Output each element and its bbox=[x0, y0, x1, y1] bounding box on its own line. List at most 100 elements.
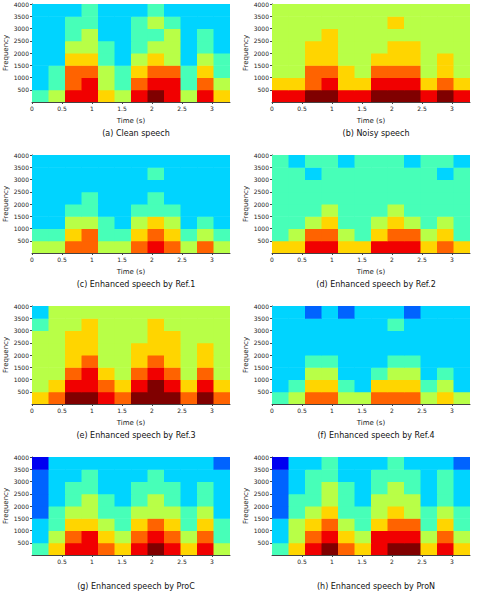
svg-text:3500: 3500 bbox=[254, 315, 269, 322]
svg-text:0.5: 0.5 bbox=[57, 407, 67, 414]
svg-text:3000: 3000 bbox=[254, 176, 269, 183]
svg-text:500: 500 bbox=[258, 86, 270, 93]
svg-text:1.5: 1.5 bbox=[357, 105, 367, 112]
svg-text:(a) Clean speech: (a) Clean speech bbox=[102, 129, 170, 138]
svg-text:0: 0 bbox=[30, 407, 34, 414]
svg-text:0: 0 bbox=[30, 256, 34, 263]
svg-text:1: 1 bbox=[330, 407, 334, 414]
svg-text:0: 0 bbox=[270, 256, 274, 263]
svg-text:1: 1 bbox=[90, 407, 94, 414]
svg-text:1: 1 bbox=[90, 256, 94, 263]
svg-text:1.5: 1.5 bbox=[117, 558, 127, 565]
svg-text:3: 3 bbox=[450, 256, 454, 263]
svg-text:4000: 4000 bbox=[14, 454, 29, 461]
svg-text:1: 1 bbox=[90, 558, 94, 565]
svg-text:Time (s): Time (s) bbox=[116, 268, 146, 276]
svg-text:2.5: 2.5 bbox=[417, 558, 427, 565]
svg-text:1500: 1500 bbox=[14, 213, 29, 220]
svg-text:2000: 2000 bbox=[14, 503, 29, 510]
svg-text:1000: 1000 bbox=[254, 527, 269, 534]
svg-text:2: 2 bbox=[150, 105, 154, 112]
svg-text:0: 0 bbox=[30, 105, 34, 112]
svg-text:Time (s): Time (s) bbox=[356, 117, 386, 125]
svg-text:Time (s): Time (s) bbox=[116, 117, 146, 125]
svg-text:3000: 3000 bbox=[14, 176, 29, 183]
svg-text:(b) Noisy speech: (b) Noisy speech bbox=[343, 129, 410, 138]
svg-text:2: 2 bbox=[150, 256, 154, 263]
svg-text:2000: 2000 bbox=[14, 201, 29, 208]
svg-text:2500: 2500 bbox=[254, 188, 269, 195]
svg-text:3000: 3000 bbox=[14, 327, 29, 334]
svg-text:1.5: 1.5 bbox=[357, 558, 367, 565]
svg-text:1.5: 1.5 bbox=[117, 407, 127, 414]
svg-text:1000: 1000 bbox=[14, 225, 29, 232]
svg-text:Frequency: Frequency bbox=[2, 186, 10, 222]
svg-text:1000: 1000 bbox=[14, 74, 29, 81]
svg-text:(e) Enhanced speech by Ref.3: (e) Enhanced speech by Ref.3 bbox=[76, 431, 195, 440]
svg-text:(d) Enhanced speech by Ref.2: (d) Enhanced speech by Ref.2 bbox=[316, 280, 435, 289]
svg-text:2.5: 2.5 bbox=[417, 407, 427, 414]
svg-text:2000: 2000 bbox=[14, 352, 29, 359]
svg-text:3: 3 bbox=[210, 558, 214, 565]
svg-text:3500: 3500 bbox=[254, 13, 269, 20]
svg-text:1: 1 bbox=[330, 256, 334, 263]
svg-text:2000: 2000 bbox=[254, 50, 269, 57]
svg-text:2: 2 bbox=[390, 105, 394, 112]
svg-text:2: 2 bbox=[150, 558, 154, 565]
svg-text:2500: 2500 bbox=[254, 37, 269, 44]
svg-text:Frequency: Frequency bbox=[2, 35, 10, 71]
svg-text:Frequency: Frequency bbox=[242, 337, 250, 373]
svg-text:1000: 1000 bbox=[254, 74, 269, 81]
svg-text:4000: 4000 bbox=[254, 1, 269, 8]
svg-text:0.5: 0.5 bbox=[57, 105, 67, 112]
svg-text:3: 3 bbox=[450, 105, 454, 112]
svg-text:3: 3 bbox=[210, 256, 214, 263]
svg-text:4000: 4000 bbox=[254, 454, 269, 461]
svg-text:4000: 4000 bbox=[254, 152, 269, 159]
svg-text:1500: 1500 bbox=[254, 62, 269, 69]
svg-text:3500: 3500 bbox=[14, 315, 29, 322]
svg-text:Time (s): Time (s) bbox=[356, 268, 386, 276]
svg-text:2: 2 bbox=[150, 407, 154, 414]
svg-text:500: 500 bbox=[18, 539, 30, 546]
svg-text:0.5: 0.5 bbox=[297, 105, 307, 112]
svg-text:2500: 2500 bbox=[254, 339, 269, 346]
svg-text:2500: 2500 bbox=[14, 339, 29, 346]
svg-text:3000: 3000 bbox=[254, 327, 269, 334]
svg-text:1000: 1000 bbox=[14, 376, 29, 383]
svg-text:0: 0 bbox=[270, 407, 274, 414]
svg-text:3000: 3000 bbox=[254, 25, 269, 32]
svg-text:2: 2 bbox=[390, 407, 394, 414]
svg-text:3: 3 bbox=[450, 407, 454, 414]
svg-text:2.5: 2.5 bbox=[177, 407, 187, 414]
svg-text:1500: 1500 bbox=[14, 515, 29, 522]
svg-text:3500: 3500 bbox=[254, 164, 269, 171]
svg-text:2.5: 2.5 bbox=[177, 256, 187, 263]
svg-text:2000: 2000 bbox=[254, 352, 269, 359]
svg-text:2000: 2000 bbox=[14, 50, 29, 57]
svg-text:2500: 2500 bbox=[14, 490, 29, 497]
svg-text:1.5: 1.5 bbox=[117, 256, 127, 263]
svg-text:4000: 4000 bbox=[14, 152, 29, 159]
svg-text:1: 1 bbox=[330, 105, 334, 112]
svg-text:2.5: 2.5 bbox=[177, 105, 187, 112]
svg-text:0.5: 0.5 bbox=[57, 558, 67, 565]
svg-text:3: 3 bbox=[210, 105, 214, 112]
svg-text:2: 2 bbox=[390, 558, 394, 565]
svg-text:0.5: 0.5 bbox=[297, 558, 307, 565]
svg-text:500: 500 bbox=[18, 388, 30, 395]
svg-text:2: 2 bbox=[390, 256, 394, 263]
svg-text:500: 500 bbox=[258, 388, 270, 395]
svg-text:0: 0 bbox=[270, 105, 274, 112]
svg-text:(g) Enhanced speech by ProC: (g) Enhanced speech by ProC bbox=[77, 582, 195, 591]
svg-text:1.5: 1.5 bbox=[357, 256, 367, 263]
svg-text:3500: 3500 bbox=[14, 13, 29, 20]
svg-text:4000: 4000 bbox=[14, 303, 29, 310]
svg-text:3: 3 bbox=[210, 407, 214, 414]
svg-text:2500: 2500 bbox=[254, 490, 269, 497]
svg-text:1: 1 bbox=[90, 105, 94, 112]
svg-text:Time (s): Time (s) bbox=[356, 419, 386, 427]
svg-text:500: 500 bbox=[18, 237, 30, 244]
svg-text:1500: 1500 bbox=[14, 364, 29, 371]
svg-text:3500: 3500 bbox=[14, 466, 29, 473]
